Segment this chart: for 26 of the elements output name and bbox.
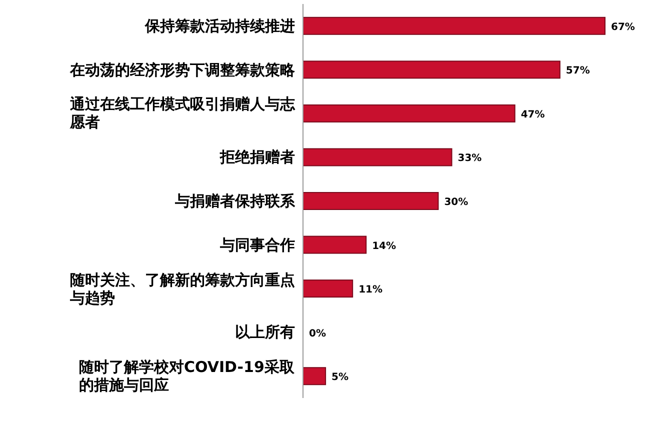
data-label: 5% bbox=[332, 372, 349, 384]
y-tick-label: 与同事合作 bbox=[220, 236, 295, 254]
data-label: 0% bbox=[309, 328, 326, 340]
y-tick-label: 随时了解学校对COVID-19采取的措施与回应 bbox=[79, 358, 295, 394]
bar bbox=[302, 16, 606, 35]
bar bbox=[302, 367, 326, 386]
bar bbox=[302, 280, 354, 298]
data-label: 14% bbox=[372, 240, 396, 252]
bar bbox=[302, 236, 367, 254]
data-label: 47% bbox=[520, 109, 545, 120]
data-label: 11% bbox=[358, 284, 383, 296]
y-tick-label: 以上所有 bbox=[235, 323, 295, 342]
data-label: 67% bbox=[611, 22, 635, 33]
y-tick-label: 在动荡的经济形势下调整筹款策略 bbox=[70, 60, 295, 79]
bar bbox=[302, 148, 452, 166]
bar bbox=[302, 104, 516, 122]
data-label: 33% bbox=[458, 153, 482, 164]
y-tick-label: 通过在线工作模式吸引捐赠人与志愿者 bbox=[70, 95, 295, 132]
data-label: 57% bbox=[566, 66, 590, 77]
data-label: 30% bbox=[444, 197, 468, 208]
y-tick-label: 与捐赠者保持联系 bbox=[175, 192, 295, 210]
y-tick-label: 保持筹款活动持续推进 bbox=[145, 16, 295, 35]
bar bbox=[302, 60, 560, 79]
bar bbox=[302, 192, 439, 210]
y-tick-label: 拒绝捐赠者 bbox=[220, 148, 295, 166]
y-tick-label: 随时关注、了解新的筹款方向重点与趋势 bbox=[70, 270, 295, 307]
